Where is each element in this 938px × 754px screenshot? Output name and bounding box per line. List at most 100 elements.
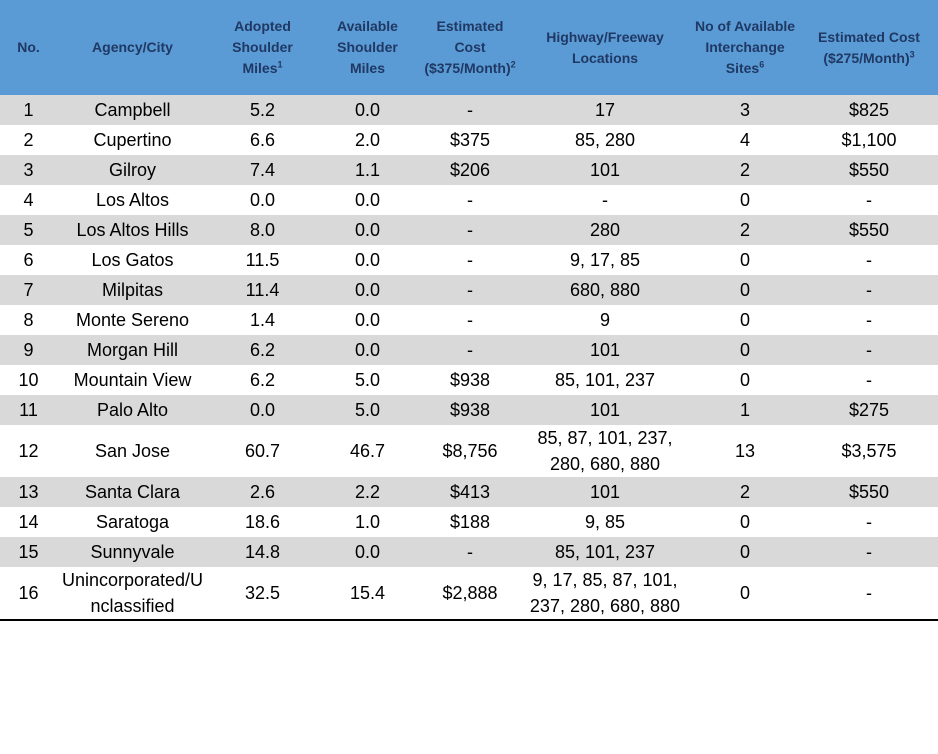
table-row: 14 Saratoga 18.6 1.0 $188 9, 85 0 -	[0, 507, 938, 537]
table-cell: -	[866, 370, 872, 390]
table-cell: $550	[800, 215, 938, 245]
header-cell: Estimated Cost ($375/Month)2	[420, 0, 520, 95]
header-text: Adopted Shoulder Miles	[232, 18, 293, 76]
table-cell: Monte Sereno	[75, 310, 190, 330]
table-cell: 8	[23, 310, 34, 330]
table-cell: 9, 17, 85, 87, 101, 237, 280, 680, 880	[529, 570, 681, 616]
table-cell: 0	[739, 190, 750, 210]
table-cell: Sunnyvale	[55, 537, 210, 567]
table-cell: $938	[449, 370, 491, 390]
header-cell: No of Available Interchange Sites6	[690, 0, 800, 95]
table-cell: 0	[690, 537, 800, 567]
table-cell: Unincorporated/Unclassified	[61, 570, 204, 616]
table-cell: 60.7	[244, 441, 281, 461]
table-cell: 17	[520, 95, 690, 125]
table-cell: 4	[739, 130, 750, 150]
table-cell: Santa Clara	[55, 477, 210, 507]
table-cell: 5.2	[210, 95, 315, 125]
table-cell: -	[467, 190, 473, 210]
table-cell: 85, 280	[574, 130, 636, 150]
table-cell: 1.0	[354, 512, 381, 532]
table-cell: 6.2	[249, 370, 276, 390]
table-cell: 6.2	[210, 335, 315, 365]
table-cell: 9, 85	[584, 512, 626, 532]
table-cell: 9	[0, 335, 55, 365]
header-cell: Estimated Cost ($275/Month)3	[800, 0, 938, 95]
table-cell: Los Altos	[95, 190, 170, 210]
table-cell: 15	[0, 537, 55, 567]
table-cell: 0	[739, 310, 750, 330]
table-cell: $1,100	[841, 130, 897, 150]
table-cell: -	[800, 537, 938, 567]
table-cell: -	[866, 190, 872, 210]
table-cell: 2	[690, 477, 800, 507]
table-row: 1 Campbell 5.2 0.0-17 3 $825	[0, 95, 938, 125]
table-cell: Gilroy	[55, 155, 210, 185]
table-cell: 11.4	[210, 275, 315, 305]
table-cell: $8,756	[442, 441, 498, 461]
data-table: No. Agency/City Adopted Shoulder Miles1 Ava…	[0, 0, 938, 621]
table-cell: -	[866, 583, 872, 603]
table-cell: $2,888	[442, 583, 498, 603]
footnote-mark: 3	[909, 48, 915, 59]
table-cell: 85, 101, 237	[554, 370, 656, 390]
table-row: 4 Los Altos 0.0 0.0 - - 0 -	[0, 185, 938, 215]
table-row: 15 Sunnyvale 14.8 0.0-85, 101, 237 0-	[0, 537, 938, 567]
table-cell: Los Gatos	[91, 250, 174, 270]
table-cell: 11	[0, 395, 55, 425]
table-cell: 5.0	[315, 395, 420, 425]
table-cell: 2.0	[354, 130, 381, 150]
table-cell: 9	[599, 310, 610, 330]
table-cell: -	[420, 275, 520, 305]
table-cell: 9, 17, 85	[569, 250, 641, 270]
header-text: Available Shoulder Miles	[337, 18, 398, 76]
table-cell: 11.5	[245, 250, 280, 270]
table-cell: Los Altos Hills	[55, 215, 210, 245]
header-text: No.	[17, 39, 40, 55]
table-cell: -	[420, 335, 520, 365]
table-cell: 14	[18, 512, 39, 532]
table-cell: 5	[0, 215, 55, 245]
table-cell: 7.4	[210, 155, 315, 185]
table-cell: Campbell	[55, 95, 210, 125]
table-cell: 14.8	[210, 537, 315, 567]
header-text: Estimated Cost ($375/Month)	[424, 18, 511, 76]
footnote-mark: 1	[277, 59, 283, 70]
table-cell: 1	[690, 395, 800, 425]
header-cell: Agency/City	[55, 0, 210, 95]
table-cell: 18.6	[244, 512, 281, 532]
table-cell: -	[866, 512, 872, 532]
table-row: 13 Santa Clara 2.6 2.2 $413 101 2 $550	[0, 477, 938, 507]
table-cell: 0	[739, 583, 750, 603]
table-cell: 0	[690, 275, 800, 305]
header-text: Highway/Freeway Locations	[546, 28, 664, 66]
table-cell: 0	[739, 370, 750, 390]
table-cell: 13	[0, 477, 55, 507]
table-cell: 15.4	[349, 583, 386, 603]
table-cell: 0.0	[315, 215, 420, 245]
table-cell: 0	[739, 512, 750, 532]
table-row: 2 Cupertino 6.6 2.0 $375 85, 280 4 $1,100	[0, 125, 938, 155]
table-cell: $375	[449, 130, 491, 150]
table-cell: -	[467, 250, 473, 270]
footnote-mark: 2	[510, 59, 516, 70]
header-cell: Available Shoulder Miles	[315, 0, 420, 95]
table-cell: 1.4	[249, 310, 276, 330]
table-cell: $3,575	[841, 441, 897, 461]
table-cell: 2	[690, 215, 800, 245]
header-cell: Highway/Freeway Locations	[520, 0, 690, 95]
table-cell: $413	[420, 477, 520, 507]
table-cell: 0.0	[315, 335, 420, 365]
table-cell: 5.0	[354, 370, 381, 390]
table-cell: $550	[800, 477, 938, 507]
table-cell: 0	[739, 250, 750, 270]
table-cell: 4	[23, 190, 34, 210]
table-cell: 0.0	[354, 190, 381, 210]
table-cell: -	[866, 250, 872, 270]
header-text: No of Available Interchange Sites	[694, 18, 796, 76]
table-cell: Mountain View	[73, 370, 192, 390]
table-row: 11 Palo Alto 0.0 5.0 $938 101 1 $275	[0, 395, 938, 425]
table-cell: -	[420, 537, 520, 567]
header-cell: Adopted Shoulder Miles1	[210, 0, 315, 95]
